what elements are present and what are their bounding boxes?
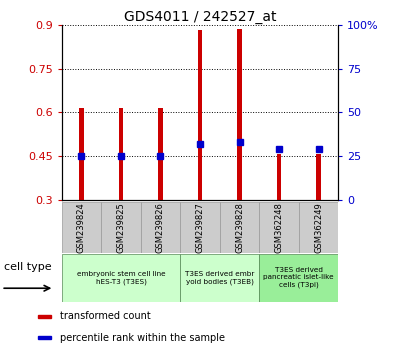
Bar — [180, 254, 259, 302]
Bar — [180, 202, 220, 253]
Bar — [101, 202, 141, 253]
Bar — [237, 29, 242, 200]
Bar — [38, 315, 51, 318]
Bar — [277, 154, 281, 200]
Bar — [158, 108, 163, 200]
Bar — [259, 202, 299, 253]
Text: T3ES derived
pancreatic islet-like
cells (T3pi): T3ES derived pancreatic islet-like cells… — [263, 267, 334, 289]
Text: GSM362248: GSM362248 — [275, 202, 283, 253]
Text: GSM239828: GSM239828 — [235, 202, 244, 253]
Text: percentile rank within the sample: percentile rank within the sample — [60, 332, 225, 343]
Text: GSM239826: GSM239826 — [156, 202, 165, 253]
Text: transformed count: transformed count — [60, 312, 151, 321]
Bar — [198, 30, 202, 200]
Bar — [62, 202, 101, 253]
Text: GSM239824: GSM239824 — [77, 202, 86, 253]
Text: embryonic stem cell line
hES-T3 (T3ES): embryonic stem cell line hES-T3 (T3ES) — [77, 271, 165, 285]
Title: GDS4011 / 242527_at: GDS4011 / 242527_at — [124, 10, 276, 24]
Bar — [38, 336, 51, 339]
Bar — [316, 154, 321, 200]
Text: GSM239825: GSM239825 — [117, 202, 125, 253]
Bar — [79, 108, 84, 200]
Bar — [62, 254, 180, 302]
Bar — [259, 254, 338, 302]
Text: T3ES derived embr
yoid bodies (T3EB): T3ES derived embr yoid bodies (T3EB) — [185, 271, 254, 285]
Text: GSM239827: GSM239827 — [195, 202, 205, 253]
Text: cell type: cell type — [4, 262, 52, 272]
Bar — [141, 202, 180, 253]
Bar — [220, 202, 259, 253]
Bar — [299, 202, 338, 253]
Bar — [119, 108, 123, 200]
Text: GSM362249: GSM362249 — [314, 202, 323, 253]
